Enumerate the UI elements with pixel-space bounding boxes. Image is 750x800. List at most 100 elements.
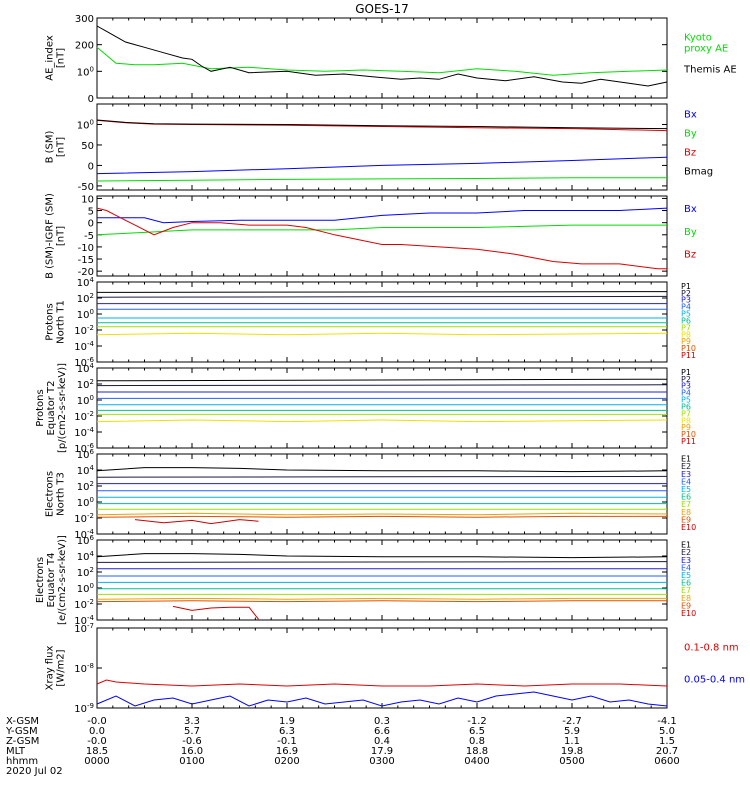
legend-label: Bx bbox=[684, 204, 697, 215]
legend-label: Bmag bbox=[684, 167, 713, 178]
ephemeris-value: 1.1 bbox=[564, 736, 580, 747]
ephemeris-value: 0600 bbox=[654, 756, 679, 767]
legend-label: P4 bbox=[681, 303, 691, 312]
series-line-p1 bbox=[96, 291, 668, 293]
ephemeris-value: 0100 bbox=[179, 756, 204, 767]
legend-label: E10 bbox=[681, 523, 696, 532]
y-axis-label: AE_index bbox=[45, 35, 56, 81]
y-tick-label: 300 bbox=[75, 14, 94, 25]
y-axis-label: Equator T2 bbox=[46, 381, 57, 436]
y-axis-label: [nT] bbox=[56, 48, 67, 68]
series-line-kyoto-proxy-ae bbox=[96, 46, 668, 76]
ephemeris-value: 20.7 bbox=[656, 746, 678, 757]
y-tick-label: 200 bbox=[75, 41, 94, 52]
series-line-e2 bbox=[96, 475, 668, 478]
legend-label: 0.05-0.4 nm bbox=[684, 674, 745, 685]
ephemeris-value: 16.0 bbox=[181, 746, 203, 757]
ephemeris-value: 5.7 bbox=[184, 726, 200, 737]
panel-bsm: -50 0 50 100 B (SM) [nT] Bx By Bz Bmag bbox=[45, 103, 713, 193]
legend-label: E2 bbox=[681, 548, 691, 557]
legend-label: E4 bbox=[681, 563, 691, 572]
x-axis-ephemeris: X-GSM -0.0 3.3 1.9 0.3 -1.2 -2.7 -4.1 Y-GSM 0.0 5.… bbox=[5, 716, 680, 777]
legend-label: Kyoto bbox=[684, 32, 712, 43]
ephemeris-value: 17.9 bbox=[371, 746, 393, 757]
y-tick-label: 100 bbox=[77, 65, 94, 78]
series-line-bmag bbox=[96, 119, 668, 130]
legend-label: E8 bbox=[681, 508, 691, 517]
ephemeris-value: 6.3 bbox=[279, 726, 295, 737]
series-line-by bbox=[96, 177, 667, 182]
y-tick-label: -15 bbox=[78, 255, 94, 266]
y-axis-label: B (SM) bbox=[45, 130, 56, 163]
y-tick-label: 0 bbox=[88, 161, 94, 172]
ephemeris-label: MLT bbox=[6, 746, 26, 757]
y-tick-label: 102 bbox=[77, 566, 94, 579]
y-tick-label: 100 bbox=[77, 394, 94, 407]
y-tick-label: 50 bbox=[81, 141, 94, 152]
series-line-p8 bbox=[96, 332, 668, 336]
ephemeris-value: 0500 bbox=[559, 756, 584, 767]
legend-label: P1 bbox=[681, 282, 691, 291]
legend-label: E7 bbox=[681, 500, 691, 509]
y-tick-label: 104 bbox=[77, 464, 95, 477]
series-line-e8 bbox=[96, 597, 667, 600]
ephemeris-value: 0200 bbox=[274, 756, 299, 767]
ephemeris-label: Y-GSM bbox=[5, 726, 38, 737]
series-line-bz bbox=[96, 207, 667, 270]
panel-p_equator: 10-6 10-4 10-2 100 102 104 Protons Equator T2 [p… bbox=[35, 362, 696, 455]
legend-label: By bbox=[684, 227, 697, 238]
y-tick-label: -10 bbox=[78, 243, 94, 254]
panel-frame bbox=[96, 281, 668, 363]
series-line-e10 bbox=[134, 519, 259, 525]
legend-label: P1 bbox=[681, 368, 691, 377]
y-axis-label: Xray flux bbox=[45, 646, 56, 691]
panel-e_equator: 10-4 10-2 100 102 104 106 Electrons Equator T4[… bbox=[35, 534, 696, 627]
ephemeris-value: 19.8 bbox=[561, 746, 583, 757]
legend-label: P10 bbox=[681, 430, 696, 439]
y-tick-label: 10-7 bbox=[74, 622, 94, 635]
y-tick-label: 102 bbox=[77, 292, 94, 305]
legend-label: P9 bbox=[681, 337, 691, 346]
legend-label: Themis AE bbox=[683, 64, 737, 75]
series-line-p1 bbox=[96, 378, 668, 382]
panel-p_north: 10-6 10-4 10-2 100 102 104 Protons North T1 P1P2… bbox=[45, 276, 697, 369]
legend-label: E5 bbox=[681, 571, 691, 580]
ephemeris-value: -0.0 bbox=[87, 716, 107, 727]
legend-label: E5 bbox=[681, 485, 691, 494]
chart-title: GOES-17 bbox=[355, 2, 409, 16]
legend-label: E1 bbox=[681, 541, 691, 550]
legend-label: Bx bbox=[684, 109, 697, 120]
y-tick-label: 106 bbox=[77, 448, 95, 461]
legend-label: Bz bbox=[684, 148, 696, 159]
legend-label: P2 bbox=[681, 289, 691, 298]
y-tick-label: 10-9 bbox=[74, 702, 94, 715]
panel-xray: 10-9 10-8 10-7 Xray flux [W/m2] 0.1-0.8 nm 0.0… bbox=[45, 622, 746, 715]
y-tick-label: 102 bbox=[77, 378, 94, 391]
legend-label: P9 bbox=[681, 423, 691, 432]
legend-label: P2 bbox=[681, 375, 691, 384]
y-tick-label: 100 bbox=[77, 582, 94, 595]
y-axis-label: [p/(cm2-s-sr-keV)] bbox=[57, 363, 68, 453]
series-line-e10 bbox=[172, 605, 259, 620]
y-tick-label: -5 bbox=[84, 231, 94, 242]
legend-label: E9 bbox=[681, 515, 691, 524]
ephemeris-value: 0.8 bbox=[469, 736, 485, 747]
series-line-p2 bbox=[96, 295, 668, 298]
ephemeris-value: 0.0 bbox=[89, 726, 105, 737]
y-tick-label: 100 bbox=[77, 496, 94, 509]
legend-label: Bz bbox=[684, 250, 696, 261]
series-line-e1 bbox=[96, 553, 668, 559]
ephemeris-value: 0.4 bbox=[374, 736, 390, 747]
legend-label: E6 bbox=[681, 493, 691, 502]
y-axis-label: [W/m2] bbox=[56, 649, 67, 686]
legend-label: 0.1-0.8 nm bbox=[684, 642, 739, 653]
legend-label: E2 bbox=[681, 462, 691, 471]
y-tick-label: 10-8 bbox=[74, 662, 94, 675]
series-line-by bbox=[96, 224, 667, 236]
y-tick-label: 10-2 bbox=[74, 410, 94, 423]
legend-label: P11 bbox=[681, 437, 696, 446]
ephemeris-label: Z-GSM bbox=[6, 736, 39, 747]
ephemeris-label: X-GSM bbox=[6, 716, 39, 727]
ephemeris-value: -4.1 bbox=[657, 716, 677, 727]
ephemeris-label: hhmm bbox=[6, 756, 38, 767]
